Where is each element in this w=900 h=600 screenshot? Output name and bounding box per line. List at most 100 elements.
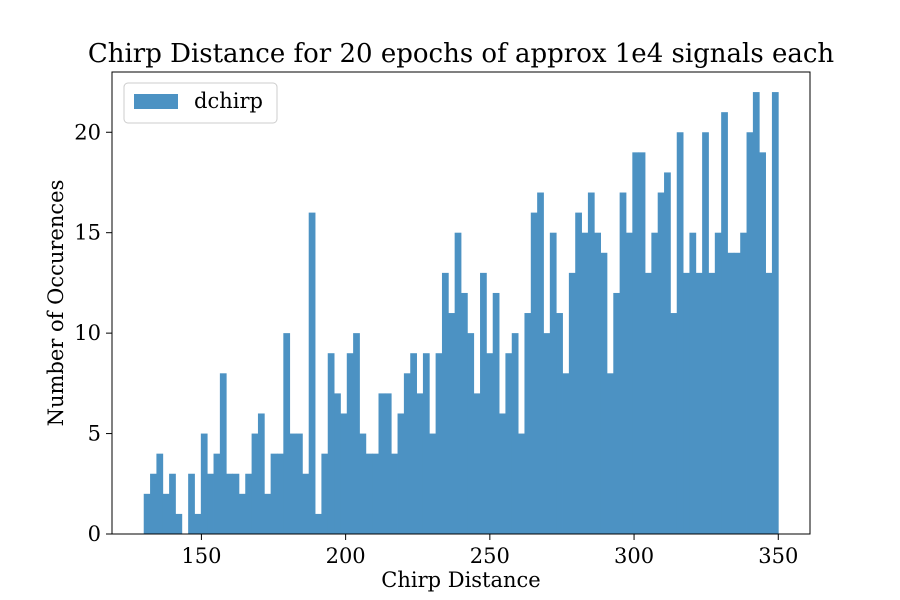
histogram-bar (238, 493, 246, 534)
histogram-bar (391, 453, 398, 534)
x-tick-label: 250 (470, 544, 510, 568)
histogram-bar (321, 453, 329, 534)
histogram-bar (188, 473, 195, 534)
histogram-bar (651, 232, 659, 534)
histogram-bar (702, 132, 709, 534)
histogram-bar (518, 433, 525, 534)
histogram-bar (562, 373, 570, 534)
histogram-bar (581, 232, 589, 534)
histogram-bar (422, 353, 430, 534)
histogram-bar (499, 413, 506, 534)
histogram-bar (257, 413, 265, 534)
histogram-bar (606, 373, 614, 534)
histogram-bar (308, 212, 316, 534)
histogram-bar (283, 333, 291, 534)
histogram-bar (169, 473, 176, 534)
histogram-bar (416, 393, 424, 534)
histogram-bar (454, 232, 462, 534)
histogram-bar (708, 272, 716, 534)
histogram-bar (194, 513, 202, 534)
histogram-bar (435, 353, 443, 534)
histogram-bar (372, 453, 379, 534)
histogram-bar (150, 473, 157, 534)
histogram-bar (645, 272, 652, 534)
histogram-bar (556, 313, 563, 534)
histogram-bar (594, 232, 601, 534)
histogram-bar (752, 92, 760, 534)
histogram-bar (771, 92, 779, 534)
histogram-bar (746, 132, 754, 534)
histogram-bar (156, 453, 164, 534)
histogram-bar (448, 313, 456, 534)
plot-frame (111, 71, 811, 535)
histogram-bar (740, 232, 747, 534)
y-tick-label: 15 (74, 221, 101, 245)
y-axis-label: Number of Occurences (44, 180, 68, 427)
histogram-bar (714, 232, 722, 534)
histogram-bar (143, 493, 151, 534)
histogram-bar (511, 333, 519, 534)
histogram-bar (302, 473, 310, 534)
histogram-bar (670, 313, 678, 534)
x-tick-label: 300 (614, 544, 654, 568)
histogram-bar (200, 433, 208, 534)
bars-group (143, 92, 779, 535)
histogram-bar (721, 112, 728, 534)
histogram-bar (619, 192, 627, 535)
histogram-bar (480, 272, 487, 534)
histogram-bar (296, 433, 303, 534)
histogram-bar (289, 433, 297, 534)
histogram-bar (537, 192, 544, 535)
histogram-bar (733, 252, 741, 535)
histogram-bar (175, 513, 183, 534)
histogram-bar (384, 393, 392, 534)
histogram-bar (530, 212, 538, 534)
histogram-bar (492, 292, 500, 534)
histogram-bar (251, 433, 259, 534)
histogram-bar (340, 413, 348, 534)
histogram-bar (683, 272, 690, 534)
histogram-bar (473, 393, 481, 534)
histogram-bar (461, 292, 468, 534)
histogram-bar (695, 272, 703, 534)
histogram-bar (524, 313, 532, 534)
histogram-bar (162, 493, 170, 534)
histogram-bar (429, 433, 437, 534)
histogram-bar (587, 192, 595, 535)
histogram-bar (613, 292, 621, 534)
y-tick-label: 10 (74, 321, 101, 345)
histogram-bar (207, 473, 214, 534)
histogram-bar (759, 152, 766, 534)
histogram-bar (245, 473, 252, 534)
histogram-bar (315, 513, 322, 534)
histogram-bar (568, 272, 576, 534)
histogram-bar (689, 232, 697, 534)
histogram-bar (638, 152, 646, 534)
histogram-bar (441, 272, 449, 534)
histogram-bar (346, 353, 354, 534)
histogram-bar (378, 393, 386, 534)
histogram-bar (410, 353, 417, 534)
histogram-bar (765, 272, 773, 534)
histogram-bar (264, 493, 272, 534)
x-axis-label: Chirp Distance (381, 568, 540, 592)
histogram-bar (359, 433, 367, 534)
y-tick-label: 5 (88, 422, 101, 446)
x-tick-label: 150 (181, 544, 221, 568)
histogram-bar (575, 212, 582, 534)
histogram-bar (365, 453, 373, 534)
x-axis: 150 200 250 300 350 (181, 534, 798, 568)
histogram-bar (270, 453, 278, 534)
histogram-bar (727, 252, 735, 535)
histogram-bar (664, 172, 671, 534)
histogram-bar (657, 192, 665, 535)
histogram-bar (403, 373, 411, 534)
histogram-bar (600, 252, 608, 535)
histogram-bar (334, 393, 341, 534)
x-tick-label: 200 (326, 544, 366, 568)
chart-title: Chirp Distance for 20 epochs of approx 1… (88, 39, 835, 69)
histogram-bar (327, 353, 335, 534)
y-tick-label: 0 (88, 522, 101, 546)
legend-label: dchirp (194, 89, 263, 113)
